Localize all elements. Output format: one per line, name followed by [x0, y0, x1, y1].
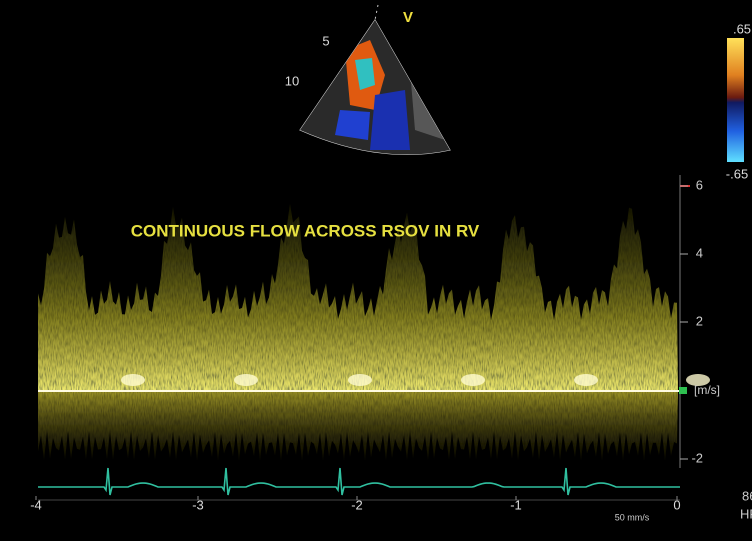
time-tick-label: -3 [192, 497, 204, 512]
ecg-trace [38, 467, 680, 496]
color-flow [335, 110, 370, 140]
velocity-tick-label: 2 [696, 313, 703, 328]
spectrum-forward [38, 203, 678, 391]
depth-mark: 10 [285, 73, 299, 88]
time-tick-label: 0 [673, 497, 680, 512]
velocity-unit: [m/s] [694, 383, 720, 397]
time-tick-label: -4 [30, 497, 42, 512]
baseline-marker [679, 387, 687, 394]
color-flow [370, 90, 410, 150]
velocity-tick-label: 4 [696, 245, 703, 260]
spectrum-bright-spot [574, 374, 598, 386]
heart-rate-value: 86 [742, 488, 752, 503]
doppler-spectrum [38, 203, 710, 461]
color-flow [355, 58, 375, 90]
color-scale-bar [727, 38, 744, 162]
color-scale-min: -.65 [726, 166, 748, 181]
heart-rate-label: HR [740, 506, 752, 521]
spectrum-bright-spot [121, 374, 145, 386]
velocity-tick-label: -2 [691, 450, 703, 465]
scan-line [374, 4, 379, 21]
spectrum-bright-spot [461, 374, 485, 386]
sweep-speed: 50 mm/s [615, 512, 650, 522]
echo-sector [299, 4, 451, 155]
sector-label: V [403, 9, 413, 26]
velocity-tick-label: 6 [696, 177, 703, 192]
spectrum-bright-spot [348, 374, 372, 386]
spectrum-bright-spot [234, 374, 258, 386]
color-scale-max: .65 [733, 21, 751, 36]
spectrum-bright-spot [686, 374, 710, 386]
time-tick-label: -1 [510, 497, 522, 512]
tissue-echo [410, 70, 445, 140]
depth-mark: 5 [322, 33, 329, 48]
time-tick-label: -2 [351, 497, 363, 512]
annotation: CONTINUOUS FLOW ACROSS RSOV IN RV [131, 221, 480, 240]
spectrum-reverse [38, 391, 678, 461]
